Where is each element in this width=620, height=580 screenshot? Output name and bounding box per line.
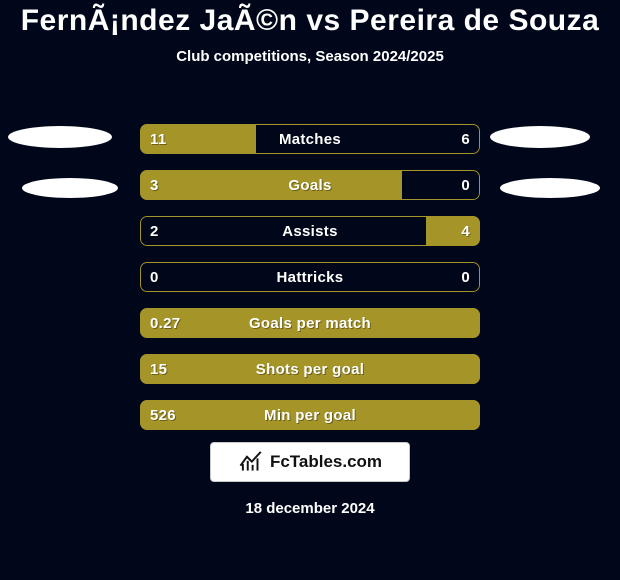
- stat-label: Shots per goal: [140, 354, 480, 384]
- stat-label: Hattricks: [140, 262, 480, 292]
- stat-label: Goals per match: [140, 308, 480, 338]
- subtitle: Club competitions, Season 2024/2025: [0, 48, 620, 65]
- decorative-ellipse: [490, 126, 590, 148]
- stat-label: Goals: [140, 170, 480, 200]
- stat-row: 24Assists: [140, 216, 480, 246]
- stat-row: 15Shots per goal: [140, 354, 480, 384]
- page-title: FernÃ¡ndez JaÃ©n vs Pereira de Souza: [0, 4, 620, 38]
- decorative-ellipse: [8, 126, 112, 148]
- stat-row: 526Min per goal: [140, 400, 480, 430]
- stat-label: Matches: [140, 124, 480, 154]
- chart-icon: [238, 447, 264, 478]
- stat-label: Min per goal: [140, 400, 480, 430]
- stat-row: 30Goals: [140, 170, 480, 200]
- stat-row: 116Matches: [140, 124, 480, 154]
- stat-row: 0.27Goals per match: [140, 308, 480, 338]
- brand-logo: FcTables.com: [210, 442, 410, 482]
- decorative-ellipse: [500, 178, 600, 198]
- stat-rows: 116Matches 30Goals 24Assists 00Hattricks 0.2…: [140, 124, 480, 446]
- comparison-infographic: FernÃ¡ndez JaÃ©n vs Pereira de Souza Clu…: [0, 0, 620, 580]
- stat-label: Assists: [140, 216, 480, 246]
- brand-text: FcTables.com: [270, 452, 382, 472]
- decorative-ellipse: [22, 178, 118, 198]
- infographic-date: 18 december 2024: [0, 500, 620, 517]
- stat-row: 00Hattricks: [140, 262, 480, 292]
